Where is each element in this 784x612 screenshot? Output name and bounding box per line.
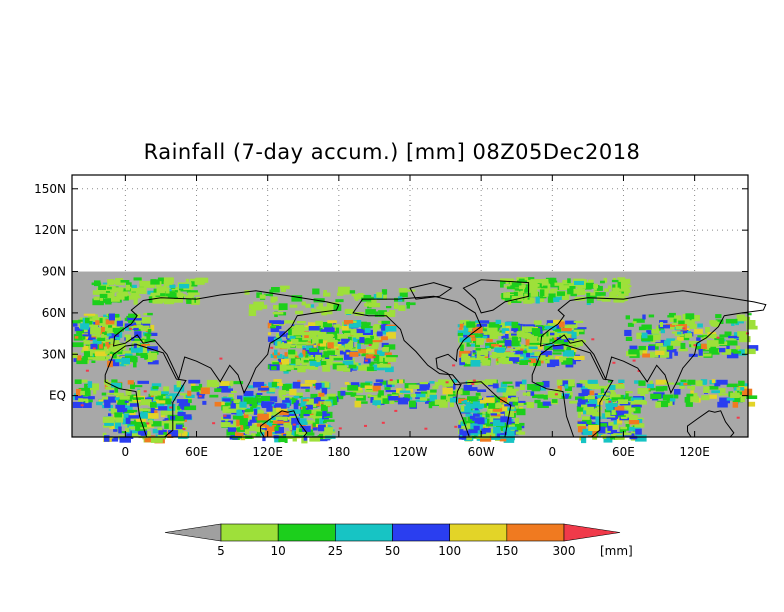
colorbar-label: 300 — [553, 544, 576, 558]
y-tick-label: 150N — [34, 182, 66, 196]
x-tick-label: 120E — [252, 445, 283, 459]
x-tick-label: 180 — [327, 445, 350, 459]
chart-title: Rainfall (7-day accum.) [mm] 08Z05Dec201… — [143, 140, 641, 164]
x-tick-label: 60E — [612, 445, 635, 459]
colorbar-cell — [449, 523, 508, 542]
colorbar-cell — [506, 523, 565, 542]
eurasia-outline — [112, 290, 340, 395]
rain-field — [72, 277, 759, 444]
greenland-outline — [462, 279, 530, 314]
americas-outline — [352, 295, 512, 438]
x-tick-label: 0 — [122, 445, 130, 459]
canadian-arctic-outline — [409, 282, 453, 300]
colorbar-cell — [335, 523, 393, 542]
africa-outline — [531, 344, 614, 438]
colorbar-cell — [220, 523, 279, 542]
y-tick-label: 90N — [42, 265, 66, 279]
colorbar-label: 25 — [328, 544, 343, 558]
y-tick-label: EQ — [49, 389, 66, 403]
y-tick-label: 120N — [34, 223, 66, 237]
x-tick-label: 60W — [468, 445, 495, 459]
grid-lines — [72, 175, 748, 272]
colorbar-label: 10 — [271, 544, 286, 558]
colorbar-upper-arrow — [563, 523, 621, 542]
x-tick-label: 0 — [548, 445, 556, 459]
africa-outline — [104, 344, 187, 438]
colorbar-label: 150 — [495, 544, 518, 558]
y-tick-label: 60N — [42, 306, 66, 320]
colorbar-cell — [277, 523, 336, 542]
colorbar-lower-arrow — [164, 523, 222, 542]
empty-region — [72, 175, 748, 272]
colorbar-cell — [392, 523, 450, 542]
x-tick-label: 60E — [185, 445, 208, 459]
colorbar-label: 100 — [438, 544, 461, 558]
colorbar-unit: [mm] — [600, 544, 633, 558]
x-tick-label: 120W — [393, 445, 428, 459]
x-tick-label: 120E — [679, 445, 710, 459]
coastlines — [104, 279, 767, 438]
colorbar-label: 5 — [217, 544, 225, 558]
colorbar-label: 50 — [385, 544, 400, 558]
y-tick-label: 30N — [42, 347, 66, 361]
australia-outline — [687, 410, 735, 438]
australia-outline — [260, 410, 308, 438]
eurasia-outline — [539, 290, 767, 395]
colorbar: 5 10 25 50 100 150 300 [mm] — [164, 523, 633, 558]
